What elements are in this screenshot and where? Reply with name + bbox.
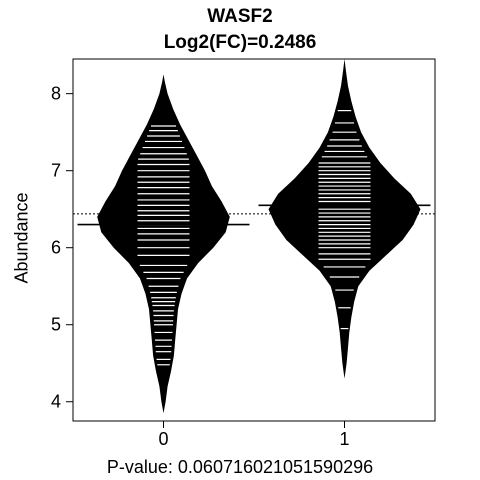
plot-frame bbox=[72, 58, 436, 422]
x-axis-label: P-value: 0.060716021051590296 bbox=[106, 457, 374, 477]
bean-0 bbox=[97, 74, 230, 414]
x-tick-label-0: 0 bbox=[158, 429, 168, 449]
y-tick-label-5: 5 bbox=[51, 315, 61, 335]
bean-1 bbox=[268, 59, 421, 379]
y-tick-label-6: 6 bbox=[51, 238, 61, 258]
x-tick-label-1: 1 bbox=[339, 429, 349, 449]
y-tick-label-8: 8 bbox=[51, 84, 61, 104]
y-tick-label-4: 4 bbox=[51, 392, 61, 412]
y-tick-label-7: 7 bbox=[51, 161, 61, 181]
chart-subtitle: Log2(FC)=0.2486 bbox=[163, 32, 317, 53]
chart-title: WASF2 bbox=[207, 6, 273, 27]
